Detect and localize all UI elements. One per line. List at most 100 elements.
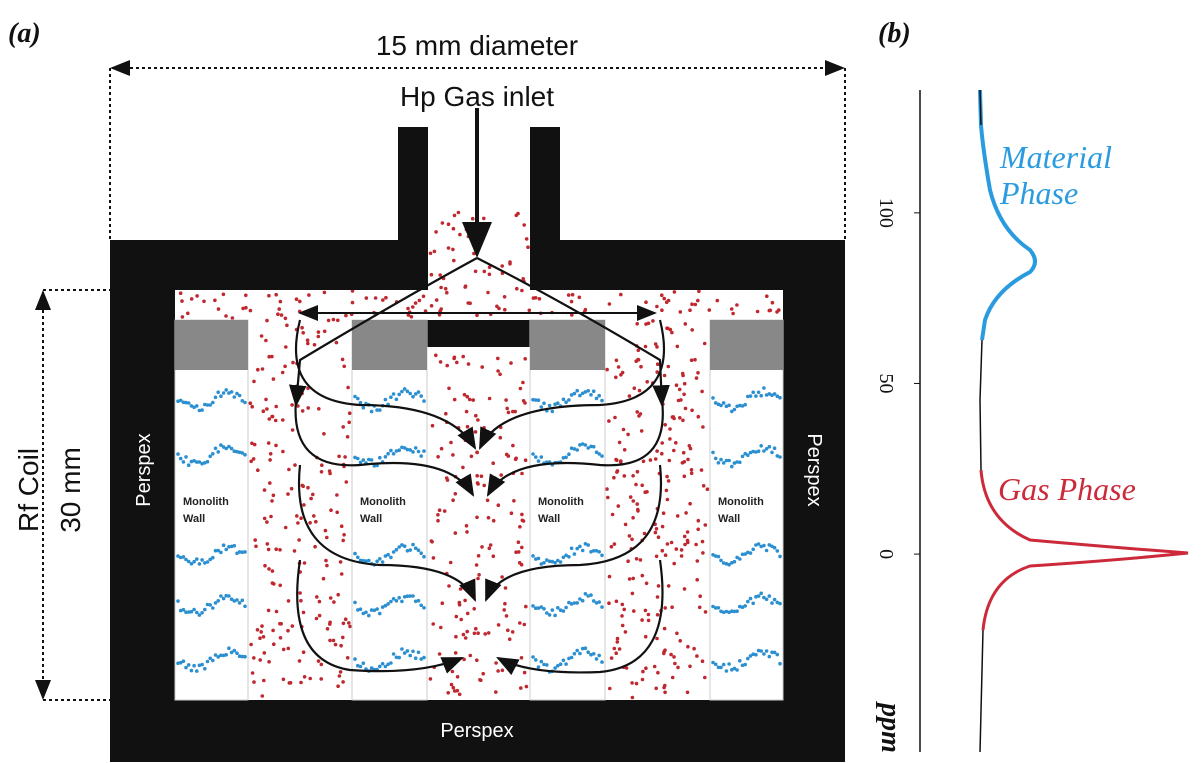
gas-particle [735, 303, 739, 307]
gas-particle [524, 605, 528, 609]
gas-particle [605, 487, 609, 491]
adsorbed-particle [570, 547, 574, 551]
adsorbed-particle [531, 655, 535, 659]
gas-particle [701, 425, 705, 429]
gas-particle [263, 488, 267, 492]
adsorbed-particle [417, 599, 421, 603]
diameter-label: 15 mm diameter [376, 30, 578, 61]
adsorbed-particle [586, 389, 590, 393]
gas-particle [470, 455, 474, 459]
adsorbed-particle [768, 655, 772, 659]
gas-particle [306, 338, 310, 342]
gas-particle [451, 498, 455, 502]
adsorbed-particle [711, 451, 715, 455]
adsorbed-particle [540, 455, 544, 459]
gas-particle [342, 533, 346, 537]
gas-particle [281, 418, 285, 422]
gas-particle [684, 322, 688, 326]
adsorbed-particle [548, 613, 552, 617]
monolith-wall [530, 320, 605, 700]
gas-particle [384, 296, 388, 300]
gas-particle [489, 543, 493, 547]
gas-particle [327, 319, 331, 323]
adsorbed-particle [600, 554, 604, 558]
adsorbed-particle [403, 387, 407, 391]
adsorbed-particle [422, 555, 426, 559]
adsorbed-particle [214, 447, 218, 451]
monolith-wall [352, 320, 427, 700]
adsorbed-particle [211, 556, 215, 560]
gas-particle [617, 365, 621, 369]
gas-particle [262, 679, 266, 683]
adsorbed-particle [414, 656, 418, 660]
gas-particle [630, 538, 634, 542]
gas-particle [675, 383, 679, 387]
gas-particle [300, 392, 304, 396]
gas-particle [660, 293, 664, 297]
adsorbed-particle [417, 651, 421, 655]
adsorbed-particle [378, 665, 382, 669]
gas-particle [432, 556, 436, 560]
gas-particle [286, 492, 290, 496]
spectrum [980, 630, 983, 752]
wall-cap [175, 320, 248, 370]
gas-particle [509, 361, 513, 365]
gas-particle [523, 623, 527, 627]
gas-particle [518, 525, 522, 529]
adsorbed-particle [746, 657, 750, 661]
gas-particle [682, 451, 686, 455]
gas-particle [538, 297, 542, 301]
gas-particle [456, 675, 460, 679]
gas-particle [299, 681, 303, 685]
adsorbed-particle [542, 402, 546, 406]
gas-particle [666, 542, 670, 546]
gas-particle [608, 575, 612, 579]
adsorbed-particle [392, 452, 396, 456]
gas-particle [620, 614, 624, 618]
gas-particle [323, 330, 327, 334]
gas-particle [317, 335, 321, 339]
gas-particle [664, 553, 668, 557]
gas-particle [365, 296, 369, 300]
gas-particle [663, 627, 667, 631]
adsorbed-particle [537, 557, 541, 561]
gas-particle [769, 309, 773, 313]
gas-particle [525, 685, 529, 689]
gas-particle [692, 647, 696, 651]
gas-particle [524, 458, 528, 462]
gas-particle [697, 415, 701, 419]
adsorbed-particle [389, 395, 393, 399]
adsorbed-particle [208, 603, 212, 607]
gas-particle [440, 447, 444, 451]
wall-label: Wall [360, 513, 382, 525]
gas-particle [503, 308, 507, 312]
gas-particle [520, 546, 524, 550]
gas-particle [281, 450, 285, 454]
gas-particle [508, 637, 512, 641]
gas-particle [482, 217, 486, 221]
gas-particle [267, 609, 271, 613]
wall-label: Monolith [183, 496, 229, 508]
gas-particle [476, 482, 480, 486]
gas-particle [688, 665, 692, 669]
gas-particle [436, 455, 440, 459]
panel-label: (a) [8, 18, 41, 49]
gas-particle [461, 466, 465, 470]
gas-particle [468, 398, 472, 402]
gas-particle [280, 313, 284, 317]
adsorbed-particle [359, 607, 363, 611]
adsorbed-particle [545, 663, 549, 667]
gas-particle [335, 341, 339, 345]
gas-particle [696, 299, 700, 303]
gas-particle [274, 547, 278, 551]
gas-particle [683, 475, 687, 479]
axis-label: ppm [875, 701, 906, 753]
adsorbed-particle [754, 653, 758, 657]
gas-particle [271, 629, 275, 633]
gas-particle [454, 651, 458, 655]
adsorbed-particle [776, 549, 780, 553]
gas-particle [623, 448, 627, 452]
gas-particle [472, 607, 476, 611]
gas-particle [443, 509, 447, 513]
gas-particle [640, 429, 644, 433]
